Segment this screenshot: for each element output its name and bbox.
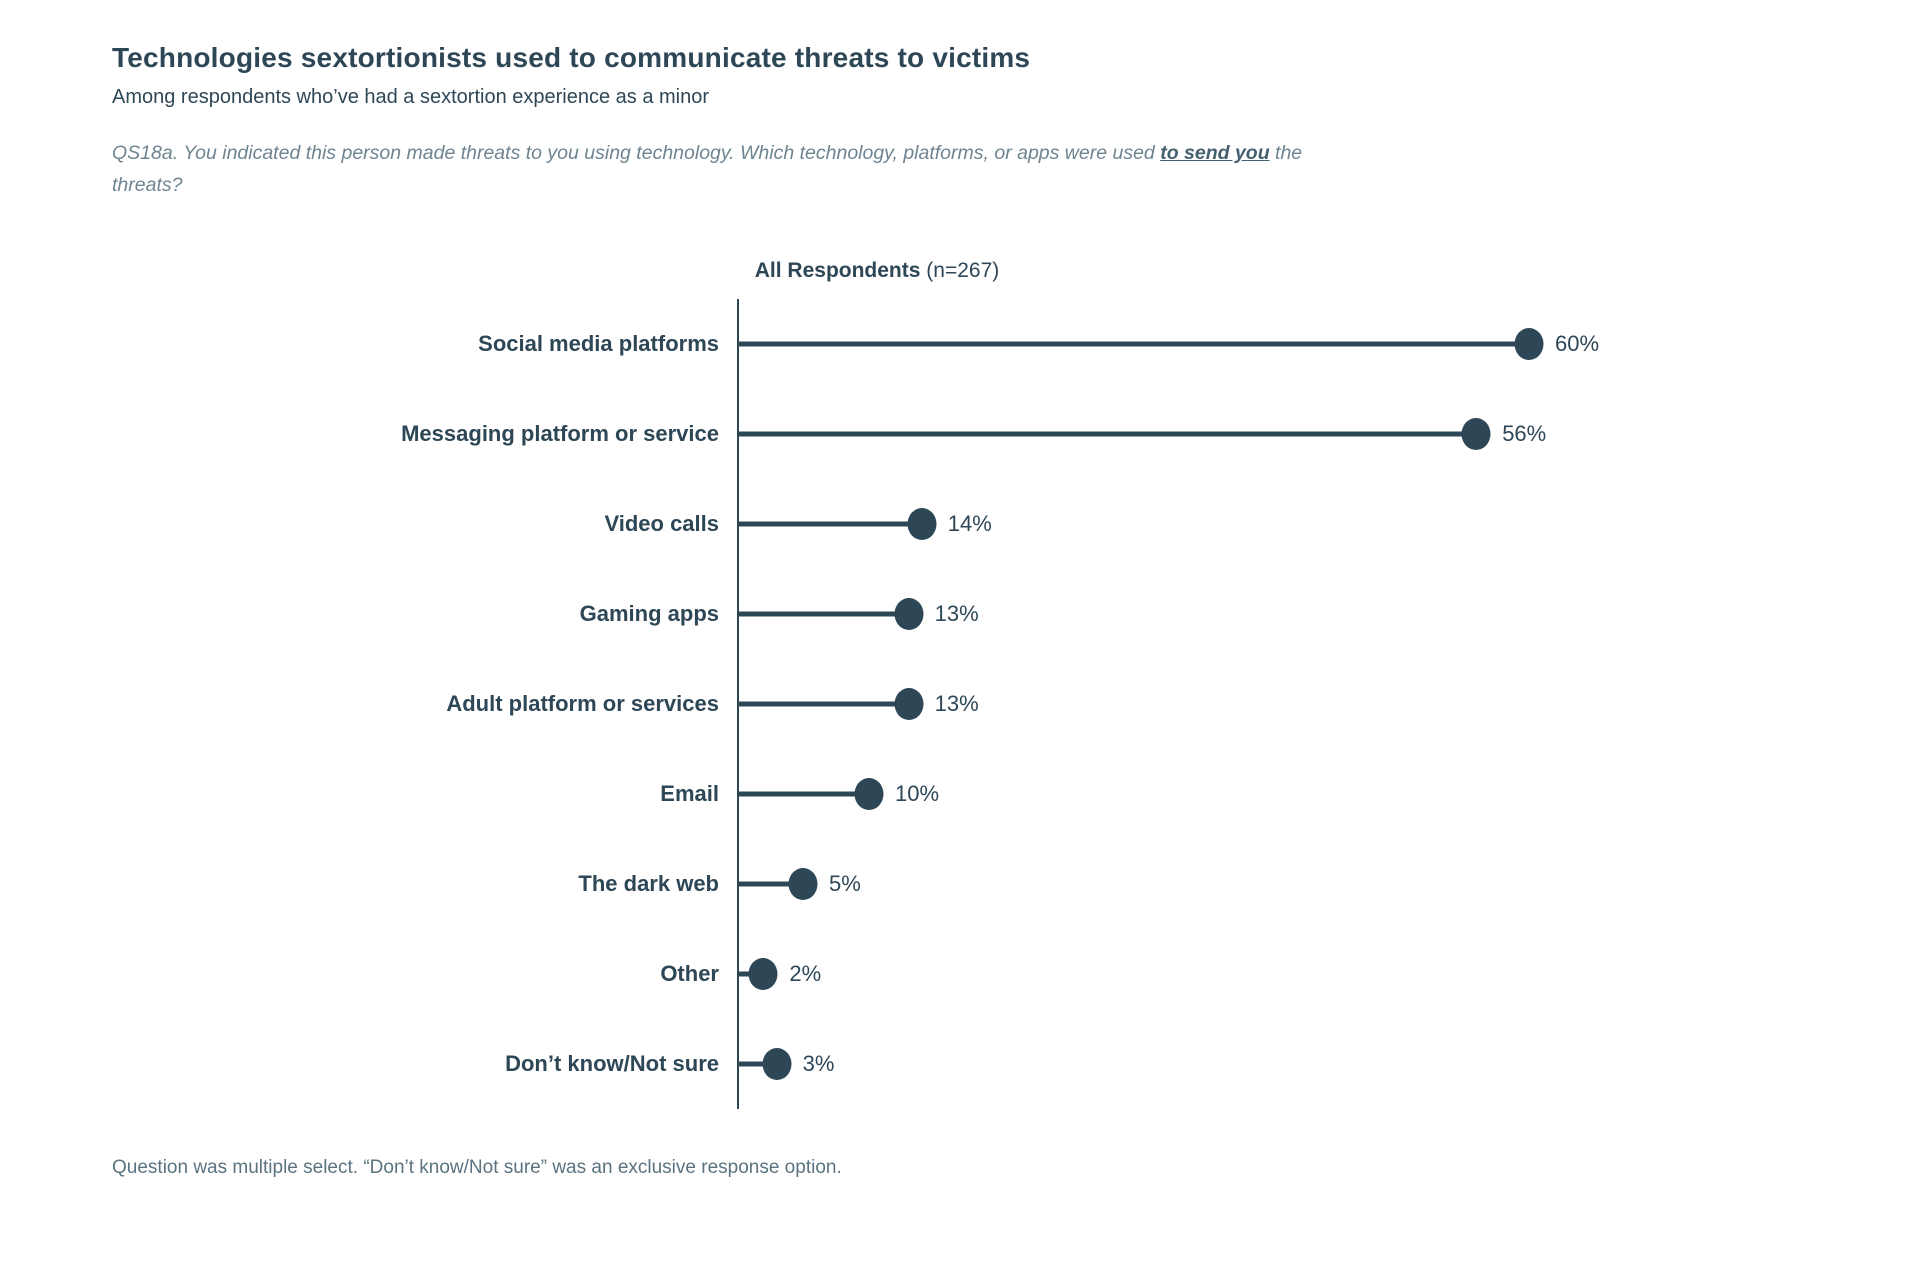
chart-row: Don’t know/Not sure 3% <box>112 1019 1642 1109</box>
category-label: Email <box>660 781 719 807</box>
value-label: 13% <box>934 601 979 627</box>
category-label: Messaging platform or service <box>401 421 719 447</box>
page-subtitle: Among respondents who’ve had a sextortio… <box>112 86 710 108</box>
survey-question: QS18a. You indicated this person made th… <box>112 137 1362 201</box>
lollipop-stem <box>738 1061 778 1067</box>
row-plot: 5% <box>737 839 1642 929</box>
chart-row: The dark web 5% <box>112 839 1642 929</box>
category-label: Gaming apps <box>579 601 719 627</box>
value-label: 5% <box>829 871 861 897</box>
row-plot: 2% <box>737 929 1642 1019</box>
lollipop-stem <box>738 701 910 707</box>
category-label: Social media platforms <box>478 331 719 357</box>
category-label: Don’t know/Not sure <box>505 1051 719 1077</box>
lollipop-stem <box>738 611 910 617</box>
lollipop-stem <box>738 341 1530 347</box>
chart-row: Adult platform or services 13% <box>112 659 1642 749</box>
lollipop-dot <box>907 508 937 541</box>
chart-column-header-bold: All Respondents <box>754 259 921 283</box>
lollipop-stem <box>738 521 923 527</box>
survey-question-suffix: the threats? <box>112 142 1303 197</box>
category-label: Other <box>660 961 719 987</box>
row-plot: 14% <box>737 479 1642 569</box>
chart-row: Messaging platform or service 56% <box>112 389 1642 479</box>
lollipop-dot <box>854 778 884 811</box>
value-label: 10% <box>895 781 940 807</box>
lollipop-dot <box>894 688 924 721</box>
value-label: 2% <box>789 961 822 987</box>
page-title: Technologies sextortionists used to comm… <box>112 42 1031 73</box>
chart-column-header: All Respondents (n=267) <box>112 259 1642 283</box>
chart-row: Gaming apps 13% <box>112 569 1642 659</box>
value-label: 56% <box>1502 421 1547 447</box>
chart-row: Other 2% <box>112 929 1642 1019</box>
row-plot: 56% <box>737 389 1642 479</box>
lollipop-dot <box>748 958 778 991</box>
value-label: 14% <box>947 511 992 537</box>
row-plot: 13% <box>737 569 1642 659</box>
lollipop-dot <box>894 598 924 631</box>
lollipop-dot <box>788 868 818 901</box>
chart-row: Video calls 14% <box>112 479 1642 569</box>
survey-question-prefix: QS18a. You indicated this person made th… <box>112 142 1161 164</box>
row-plot: 10% <box>737 749 1642 839</box>
chart-row: Social media platforms 60% <box>112 299 1642 389</box>
value-label: 60% <box>1555 331 1600 357</box>
survey-question-emphasis: to send you <box>1160 142 1270 164</box>
lollipop-stem <box>738 431 1478 437</box>
row-plot: 60% <box>737 299 1642 389</box>
lollipop-dot <box>1461 418 1491 451</box>
footnote: Question was multiple select. “Don’t kno… <box>112 1157 842 1179</box>
category-label: The dark web <box>578 871 719 897</box>
lollipop-dot <box>1514 328 1544 361</box>
value-label: 13% <box>934 691 979 717</box>
lollipop-chart: All Respondents (n=267) Social media pla… <box>112 259 1642 1110</box>
chart-column-header-n: (n=267) <box>920 259 1000 283</box>
category-label: Video calls <box>604 511 719 537</box>
value-label: 3% <box>802 1051 835 1077</box>
report-page: Technologies sextortionists used to comm… <box>112 42 1642 1179</box>
lollipop-stem <box>738 881 804 887</box>
row-plot: 3% <box>737 1019 1642 1109</box>
chart-rows: Social media platforms 60% Messaging platf… <box>112 299 1642 1110</box>
lollipop-stem <box>738 791 870 797</box>
lollipop-dot <box>762 1048 792 1081</box>
chart-row: Email 10% <box>112 749 1642 839</box>
row-plot: 13% <box>737 659 1642 749</box>
category-label: Adult platform or services <box>446 691 719 717</box>
